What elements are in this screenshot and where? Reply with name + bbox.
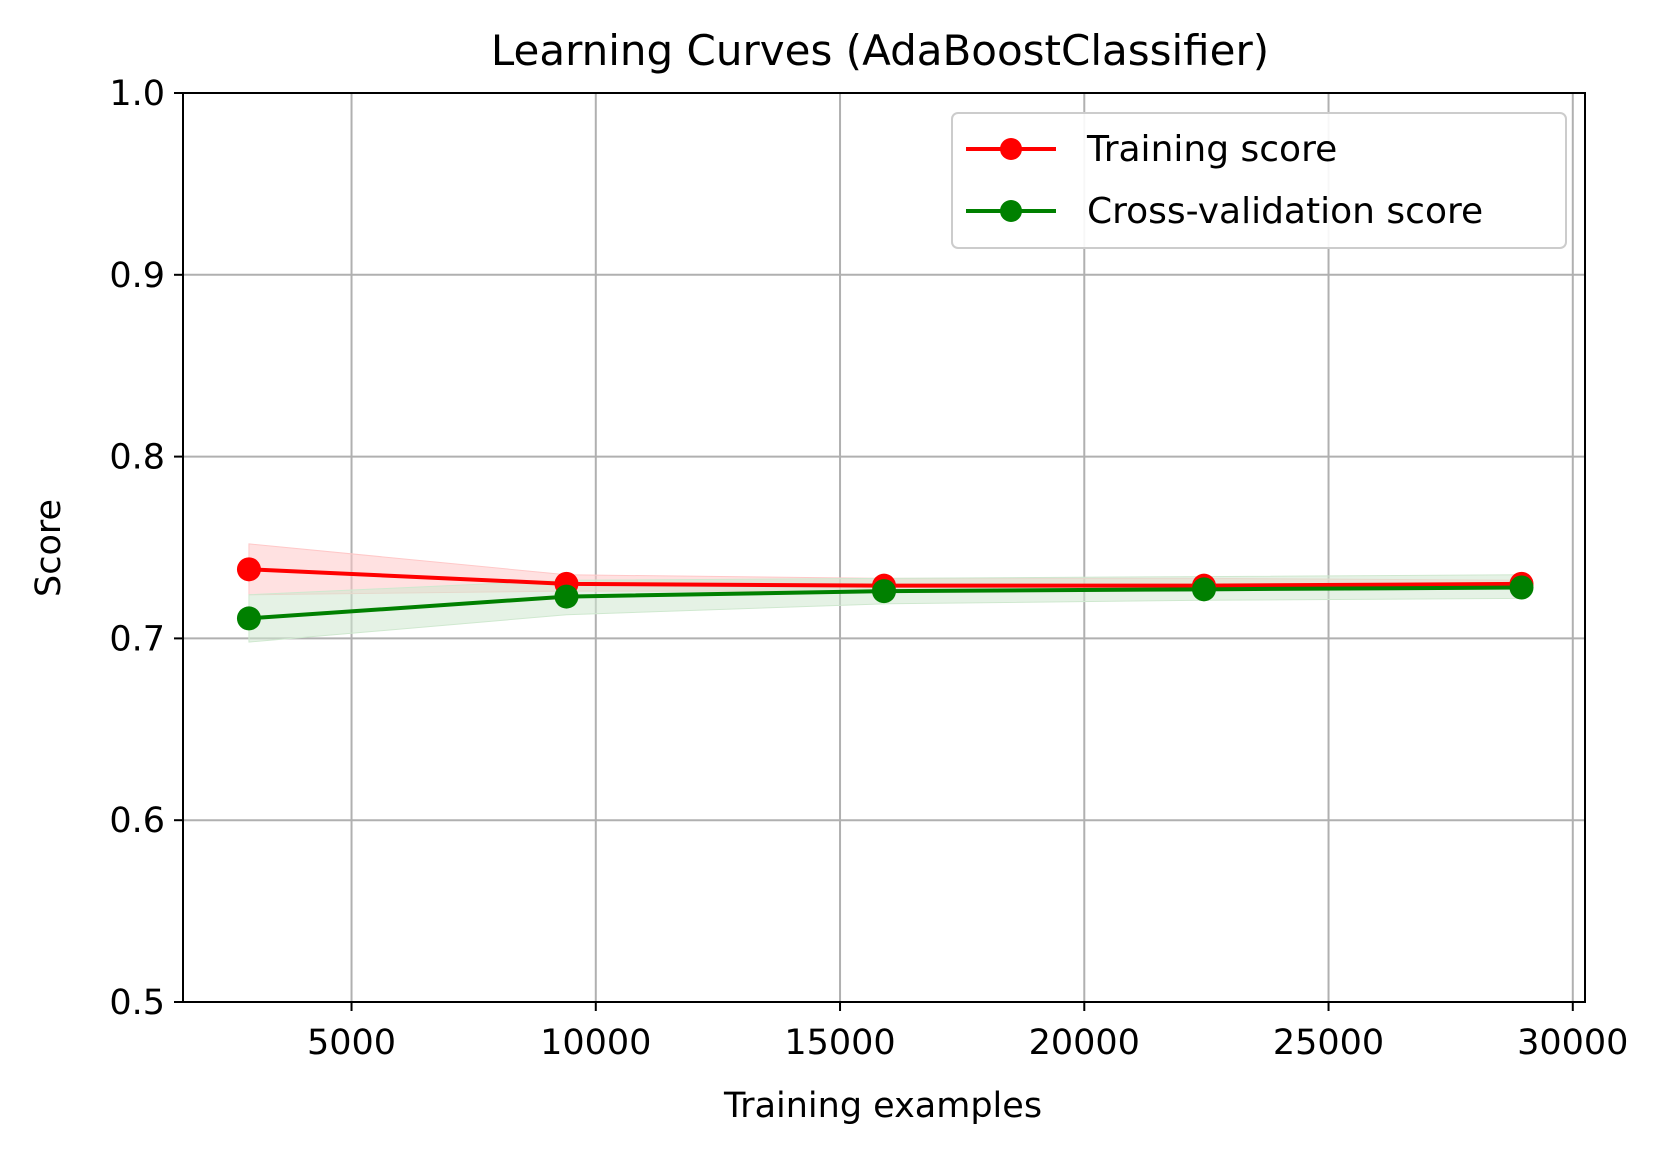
legend-training-marker — [1000, 138, 1022, 160]
x-tick-label: 30000 — [1517, 1023, 1628, 1063]
legend: Training score Cross-validation score — [951, 112, 1567, 249]
x-tick-label: 25000 — [1273, 1023, 1384, 1063]
chart-title: Learning Curves (AdaBoostClassifier) — [491, 26, 1269, 75]
y-tick-label: 0.8 — [109, 438, 165, 478]
cross-validation-score-point — [872, 579, 896, 604]
legend-cross-validation-label: Cross-validation score — [1087, 191, 1483, 232]
legend-training-label: Training score — [1086, 129, 1337, 170]
x-axis-ticks: 5000 10000 15000 20000 25000 30000 — [307, 1002, 1628, 1063]
y-tick-label: 0.9 — [109, 256, 165, 296]
y-tick-label: 0.6 — [109, 801, 165, 841]
legend-cross-validation-marker — [1000, 200, 1022, 222]
x-tick-label: 20000 — [1029, 1023, 1140, 1063]
y-axis-label: Score — [29, 499, 69, 597]
cross-validation-score-point — [1191, 577, 1216, 602]
y-tick-label: 1.0 — [109, 74, 165, 114]
cross-validation-score-point — [236, 606, 261, 631]
training-score-point — [236, 557, 261, 582]
x-axis-label: Training examples — [723, 1086, 1042, 1126]
x-tick-label: 15000 — [784, 1023, 895, 1063]
y-axis-ticks: 0.5 0.6 0.7 0.8 0.9 1.0 — [109, 74, 183, 1023]
legend-box — [951, 112, 1567, 249]
y-tick-label: 0.5 — [109, 983, 165, 1023]
cross-validation-score-point — [1509, 575, 1534, 600]
plot-frame — [182, 92, 1586, 1003]
series-points — [236, 557, 1534, 631]
cross-validation-score-point — [554, 584, 579, 609]
grid-lines — [183, 92, 1585, 1003]
x-tick-label: 10000 — [540, 1023, 651, 1063]
y-tick-label: 0.7 — [109, 619, 165, 659]
x-tick-label: 5000 — [307, 1023, 396, 1063]
